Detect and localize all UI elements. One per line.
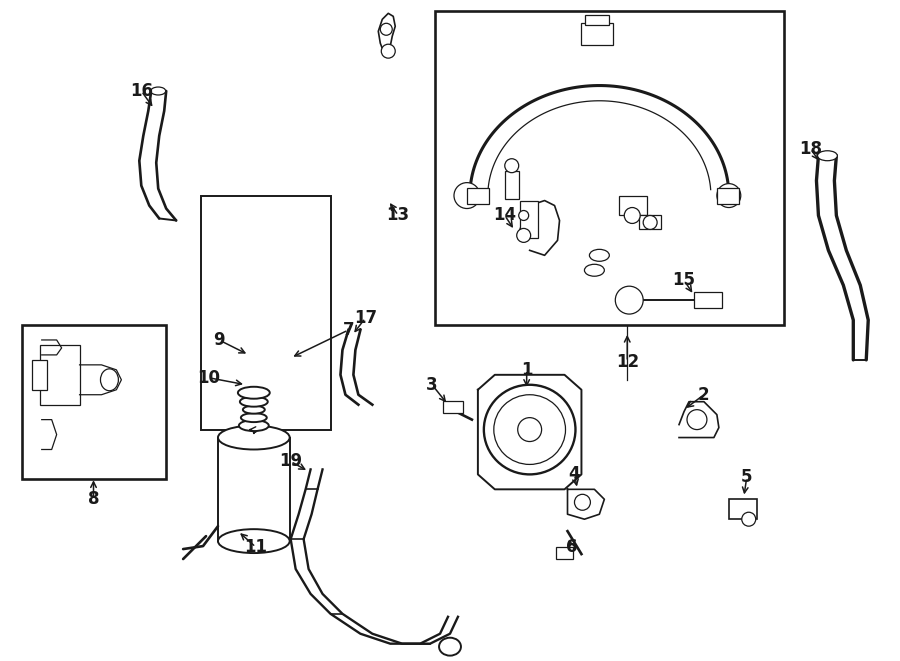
Bar [443, 401, 463, 412]
Bar [585, 15, 609, 25]
Circle shape [382, 44, 395, 58]
Circle shape [517, 229, 531, 243]
Circle shape [616, 286, 644, 314]
Text: 11: 11 [244, 538, 267, 556]
Ellipse shape [590, 249, 609, 261]
Circle shape [381, 23, 392, 35]
Ellipse shape [243, 406, 265, 414]
Ellipse shape [238, 387, 270, 399]
Circle shape [742, 512, 756, 526]
Text: 14: 14 [493, 206, 517, 225]
Ellipse shape [151, 87, 166, 95]
Bar [32, 360, 47, 390]
Bar [729, 499, 757, 519]
Text: 7: 7 [343, 321, 355, 339]
Ellipse shape [238, 420, 269, 431]
Circle shape [717, 184, 741, 208]
Text: 9: 9 [213, 331, 225, 349]
Ellipse shape [218, 426, 290, 449]
Circle shape [505, 159, 518, 173]
Ellipse shape [241, 413, 266, 422]
Text: 4: 4 [569, 465, 580, 483]
Bar [717, 188, 739, 204]
Circle shape [518, 210, 528, 221]
Bar [40, 345, 79, 405]
Text: 17: 17 [354, 309, 377, 327]
Ellipse shape [101, 369, 119, 391]
Bar [639, 215, 662, 229]
Circle shape [644, 215, 657, 229]
Circle shape [625, 208, 640, 223]
Text: 13: 13 [387, 206, 410, 225]
Bar [435, 11, 784, 325]
Ellipse shape [494, 395, 565, 465]
Bar [555, 547, 573, 559]
Text: 2: 2 [698, 386, 710, 404]
Text: 1: 1 [521, 361, 533, 379]
Ellipse shape [218, 529, 290, 553]
Text: 3: 3 [427, 375, 438, 394]
Text: 16: 16 [130, 82, 153, 100]
Text: 18: 18 [799, 139, 822, 158]
Text: 19: 19 [279, 452, 302, 471]
Text: 12: 12 [616, 353, 639, 371]
Bar [581, 23, 613, 45]
Ellipse shape [584, 264, 604, 276]
Bar [619, 196, 647, 215]
Circle shape [454, 182, 480, 208]
Bar [201, 196, 330, 430]
Bar [467, 188, 489, 204]
Text: 10: 10 [197, 369, 220, 387]
Ellipse shape [240, 397, 268, 407]
Circle shape [687, 410, 707, 430]
Ellipse shape [484, 385, 575, 475]
Bar [22, 325, 166, 479]
Text: 8: 8 [88, 490, 99, 508]
Bar [694, 292, 722, 308]
Text: 6: 6 [566, 538, 577, 556]
Bar [505, 171, 518, 198]
Ellipse shape [817, 151, 837, 161]
Text: 5: 5 [741, 469, 752, 486]
Circle shape [574, 494, 590, 510]
Ellipse shape [439, 638, 461, 656]
Text: 15: 15 [672, 271, 696, 290]
Bar [519, 200, 537, 239]
Circle shape [518, 418, 542, 442]
